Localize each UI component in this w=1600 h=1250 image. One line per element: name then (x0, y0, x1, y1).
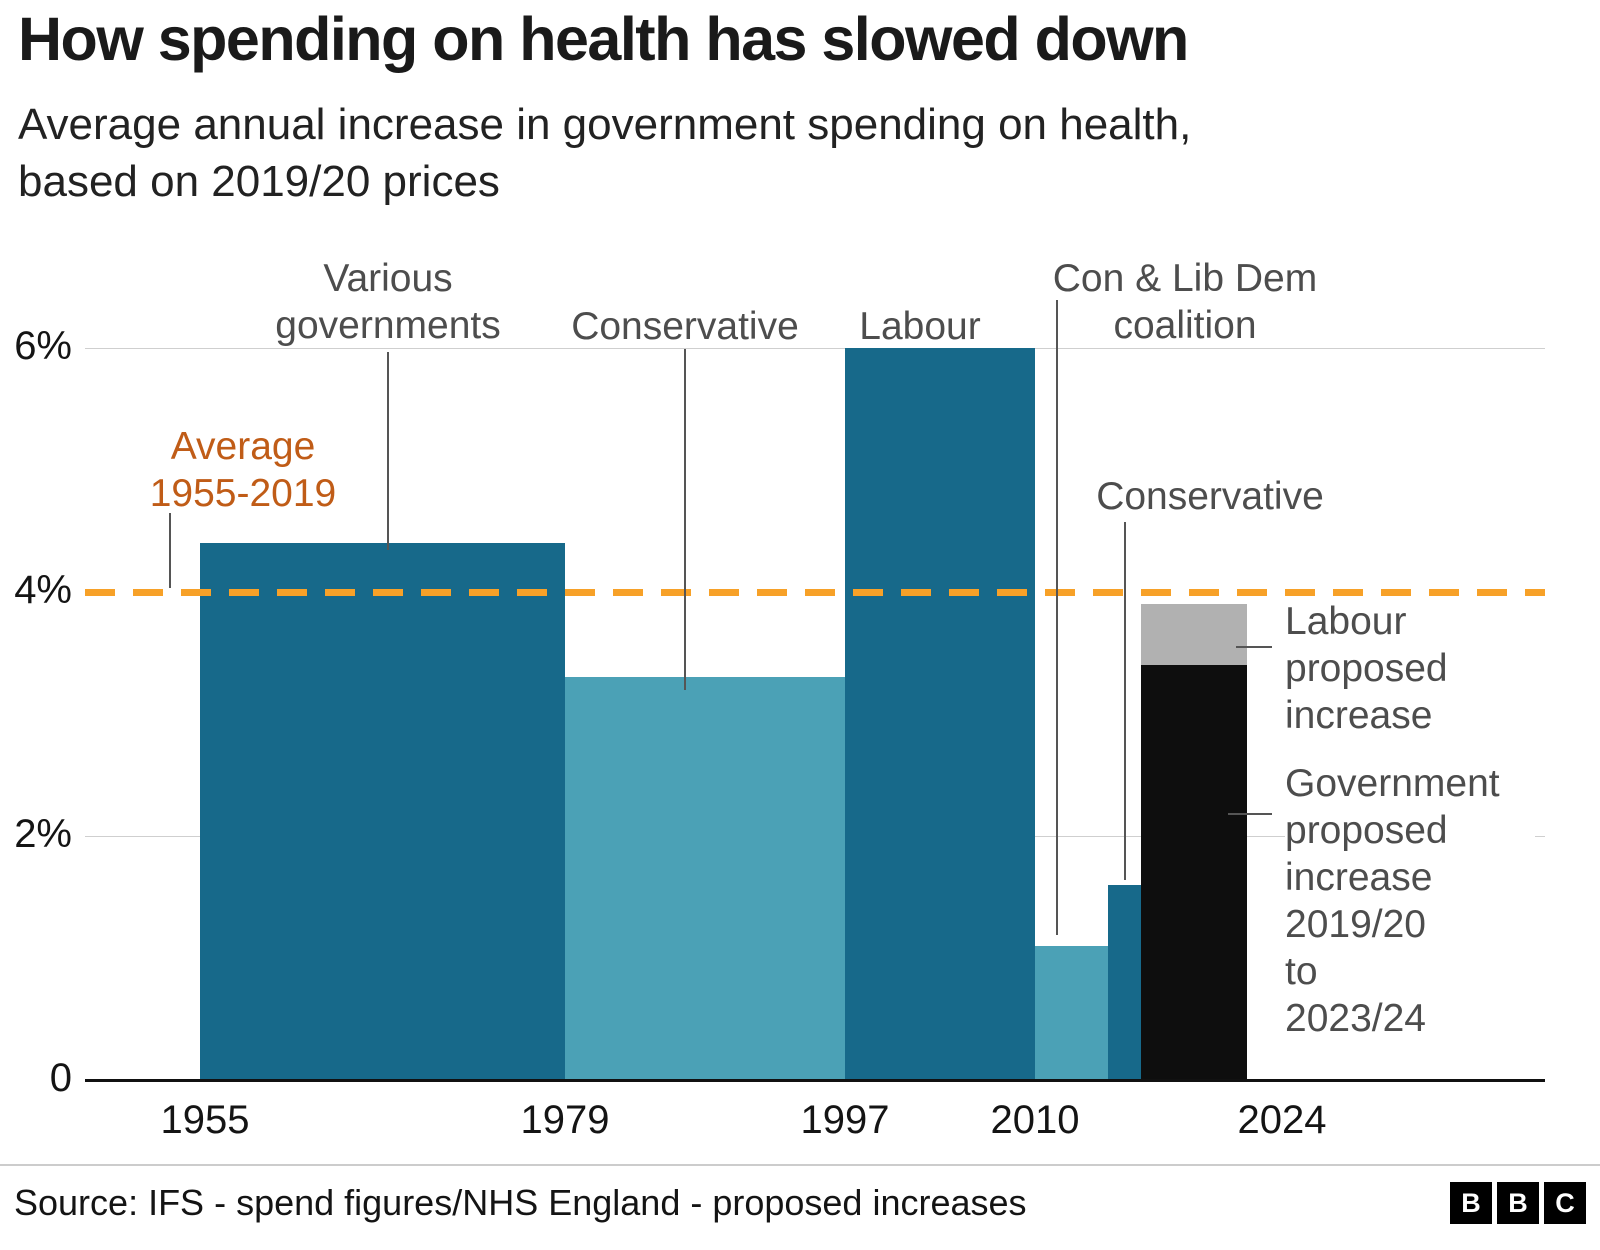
annotation-line-coalition (1056, 300, 1058, 935)
footer-divider (0, 1164, 1600, 1166)
annotation-line-labour-proposed (1236, 646, 1272, 648)
bar-various-governments (200, 543, 565, 1080)
y-axis-label-2: 2% (14, 812, 72, 856)
bbc-logo-letter-c: C (1544, 1182, 1586, 1224)
bar-government-proposed-increase (1141, 665, 1247, 1080)
x-axis-label-1997: 1997 (800, 1098, 890, 1142)
annotation-government-proposed-increase: Government proposed increase 2019/20 to … (1285, 760, 1535, 1042)
bbc-logo: B B C (1450, 1182, 1586, 1224)
x-axis-baseline (85, 1079, 1545, 1082)
page-subtitle: Average annual increase in government sp… (18, 100, 1192, 206)
x-axis-label-2010: 2010 (990, 1098, 1080, 1142)
y-axis-label-4: 4% (14, 568, 72, 612)
annotation-coalition: Con & Lib Dem coalition (1052, 257, 1318, 347)
x-axis-label-1955: 1955 (160, 1098, 250, 1142)
annotation-conservative-1979: Conservative (571, 305, 799, 348)
bar-labour-proposed-increase (1141, 604, 1247, 666)
annotation-various-governments: Various governments (275, 257, 501, 347)
annotation-line-conservative-2015 (1124, 522, 1126, 880)
page-title: How spending on health has slowed down (18, 5, 1189, 73)
x-axis-label-2024: 2024 (1237, 1098, 1327, 1142)
annotation-line-conservative-1979 (684, 349, 686, 690)
bar-con-libdem-coalition (1035, 945, 1108, 1080)
annotation-conservative-2015: Conservative (1096, 475, 1324, 518)
x-axis-label-1979: 1979 (520, 1098, 610, 1142)
annotation-line-various-governments (387, 352, 389, 550)
annotation-line-government-proposed (1228, 813, 1272, 815)
annotation-labour-proposed-increase: Labour proposed increase (1285, 598, 1545, 739)
bbc-logo-letter-b2: B (1497, 1182, 1539, 1224)
y-axis-label-6: 6% (14, 324, 72, 368)
annotation-labour: Labour (859, 305, 981, 348)
bar-conservative-2015-2019 (1108, 884, 1141, 1080)
bar-conservative-1979-1997 (565, 677, 845, 1080)
annotation-average-1955-2019: Average 1955-2019 (149, 425, 337, 515)
y-axis-label-0: 0 (49, 1056, 72, 1100)
gridline-6pct (85, 347, 1545, 349)
average-dashed-line (85, 589, 1545, 596)
source-text: Source: IFS - spend figures/NHS England … (14, 1182, 1027, 1223)
bar-labour-1997-2010 (845, 348, 1035, 1080)
bbc-logo-letter-b1: B (1450, 1182, 1492, 1224)
annotation-line-average (169, 513, 171, 588)
